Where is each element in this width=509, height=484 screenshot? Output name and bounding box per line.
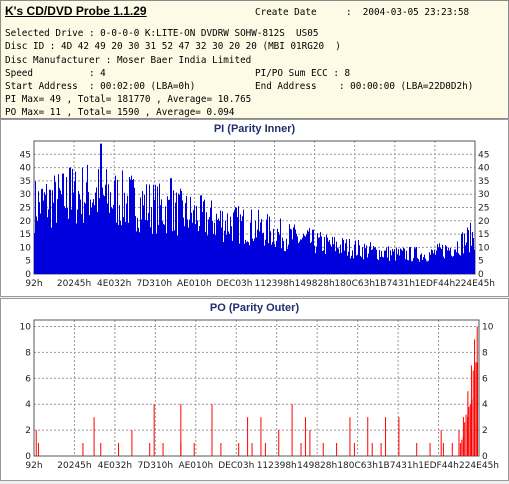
po-ytick-left: 2 [25, 426, 31, 436]
po-chart: 0 0 2 2 4 4 6 6 8 8 10 10 92h 20245h 4E032h 7D310h AE010… [20, 319, 499, 471]
pi-ytick-right: 15 [478, 230, 489, 240]
disc-manufacturer: Disc Manufacturer : Moser Baer India Lim… [5, 55, 252, 66]
pi-xtick-label: 4E032h [97, 279, 131, 289]
po-ytick-left: 6 [25, 374, 31, 384]
po-ytick-left: 8 [25, 348, 31, 358]
po-chart-title: PO (Parity Outer) [209, 302, 300, 314]
pi-ytick-right: 5 [478, 257, 484, 267]
po-ytick-left: 4 [25, 400, 31, 410]
po-ytick-right: 6 [482, 374, 488, 384]
pi-ytick-right: 20 [478, 217, 490, 227]
po-ytick-right: 2 [482, 426, 488, 436]
pi-stats: PI Max= 49 , Total= 181770 , Average= 10… [5, 94, 252, 105]
pi-ytick-left: 35 [20, 177, 31, 187]
speed: Speed : 4 [5, 68, 106, 79]
pi-ytick-right: 10 [478, 243, 490, 253]
end-address: End Address : 00:00:00 (LBA=22D0D2h) [255, 81, 474, 92]
po-ytick-left: 10 [20, 322, 32, 332]
pi-ytick-left: 20 [20, 217, 32, 227]
pi-ytick-left: 5 [25, 257, 31, 267]
pi-xtick-label: 112398h [255, 279, 295, 289]
pi-bars [34, 143, 475, 274]
po-xtick-label: 149828h [297, 461, 337, 471]
po-chart-panel: PO (Parity Outer) 0 0 2 2 4 4 6 6 8 8 10 10 92h 20245… [0, 298, 509, 481]
po-bars [35, 326, 478, 456]
po-ytick-right: 8 [482, 348, 488, 358]
po-stats: PO Max= 11 , Total= 1590 , Average= 0.09… [5, 107, 235, 118]
po-xtick-label: 1B7431h [378, 461, 419, 471]
pi-xtick-label: 20245h [57, 279, 91, 289]
create-date-value: : 2004-03-05 23:23:58 [346, 7, 470, 18]
po-xtick-label: DEC03h [218, 461, 254, 471]
pi-xtick-label: 7D310h [136, 279, 172, 289]
pi-ytick-right: 0 [478, 270, 484, 280]
app-title: K's CD/DVD Probe 1.1.29 [5, 4, 147, 18]
pi-ytick-right: 30 [478, 190, 490, 200]
po-ytick-left: 0 [25, 452, 31, 462]
pi-ytick-left: 10 [20, 243, 32, 253]
po-xtick-label: 4E032h [98, 461, 132, 471]
pi-xtick-label: 1B7431h [375, 279, 416, 289]
disc-id: Disc ID : 4D 42 49 20 30 31 52 47 32 30 … [5, 41, 341, 52]
po-xtick-label: 112398h [257, 461, 297, 471]
po-xtick-label: 224E45h [459, 461, 499, 471]
pi-ytick-right: 25 [478, 204, 489, 214]
pi-ytick-right: 45 [478, 150, 489, 160]
pi-ytick-left: 45 [20, 150, 31, 160]
pi-xtick-label: 1EDF44h [415, 279, 456, 289]
pi-xtick-label: 149828h [295, 279, 335, 289]
pi-ytick-right: 35 [478, 177, 489, 187]
po-xtick-label: 1EDF44h [418, 461, 459, 471]
pi-ytick-left: 25 [20, 204, 31, 214]
po-plot-frame [33, 319, 480, 457]
po-xtick-label: 7D310h [138, 461, 174, 471]
po-xtick-label: 20245h [57, 461, 91, 471]
pi-xtick-label: DEC03h [216, 279, 252, 289]
po-ytick-right: 10 [482, 322, 494, 332]
start-address: Start Address : 00:02:00 (LBA=0h) [5, 81, 196, 92]
pi-chart: 0 0 5 5 10 10 15 15 20 20 25 25 30 30 35 35 40 40 45 45 92h 2… [20, 140, 495, 289]
pi-xtick-label: 180C63h [334, 279, 375, 289]
pi-xtick-label: 92h [25, 279, 42, 289]
pi-ytick-left: 30 [20, 190, 32, 200]
pi-ytick-right: 40 [478, 164, 490, 174]
pi-ytick-left: 0 [25, 270, 31, 280]
po-ytick-right: 0 [482, 452, 488, 462]
po-ytick-right: 4 [482, 400, 488, 410]
po-xtick-label: 92h [25, 461, 42, 471]
pi-ytick-left: 15 [20, 230, 31, 240]
selected-drive: Selected Drive : 0-0-0-0 K:LITE-ON DVDRW… [5, 28, 319, 39]
pi-xtick-label: AE010h [177, 279, 212, 289]
pi-chart-panel: PI (Parity Inner) 0 0 5 5 10 10 15 15 20 20 25 25 30… [0, 119, 509, 297]
info-panel: K's CD/DVD Probe 1.1.29 Create Date : 20… [0, 0, 509, 119]
pi-ytick-left: 40 [20, 164, 32, 174]
po-xtick-label: 180C63h [337, 461, 378, 471]
po-xtick-label: AE010h [178, 461, 213, 471]
pi-xtick-label: 224E45h [455, 279, 495, 289]
pi-chart-title: PI (Parity Inner) [213, 123, 296, 135]
sum-ecc: PI/PO Sum ECC : 8 [255, 68, 351, 79]
create-date-label: Create Date [255, 7, 317, 18]
